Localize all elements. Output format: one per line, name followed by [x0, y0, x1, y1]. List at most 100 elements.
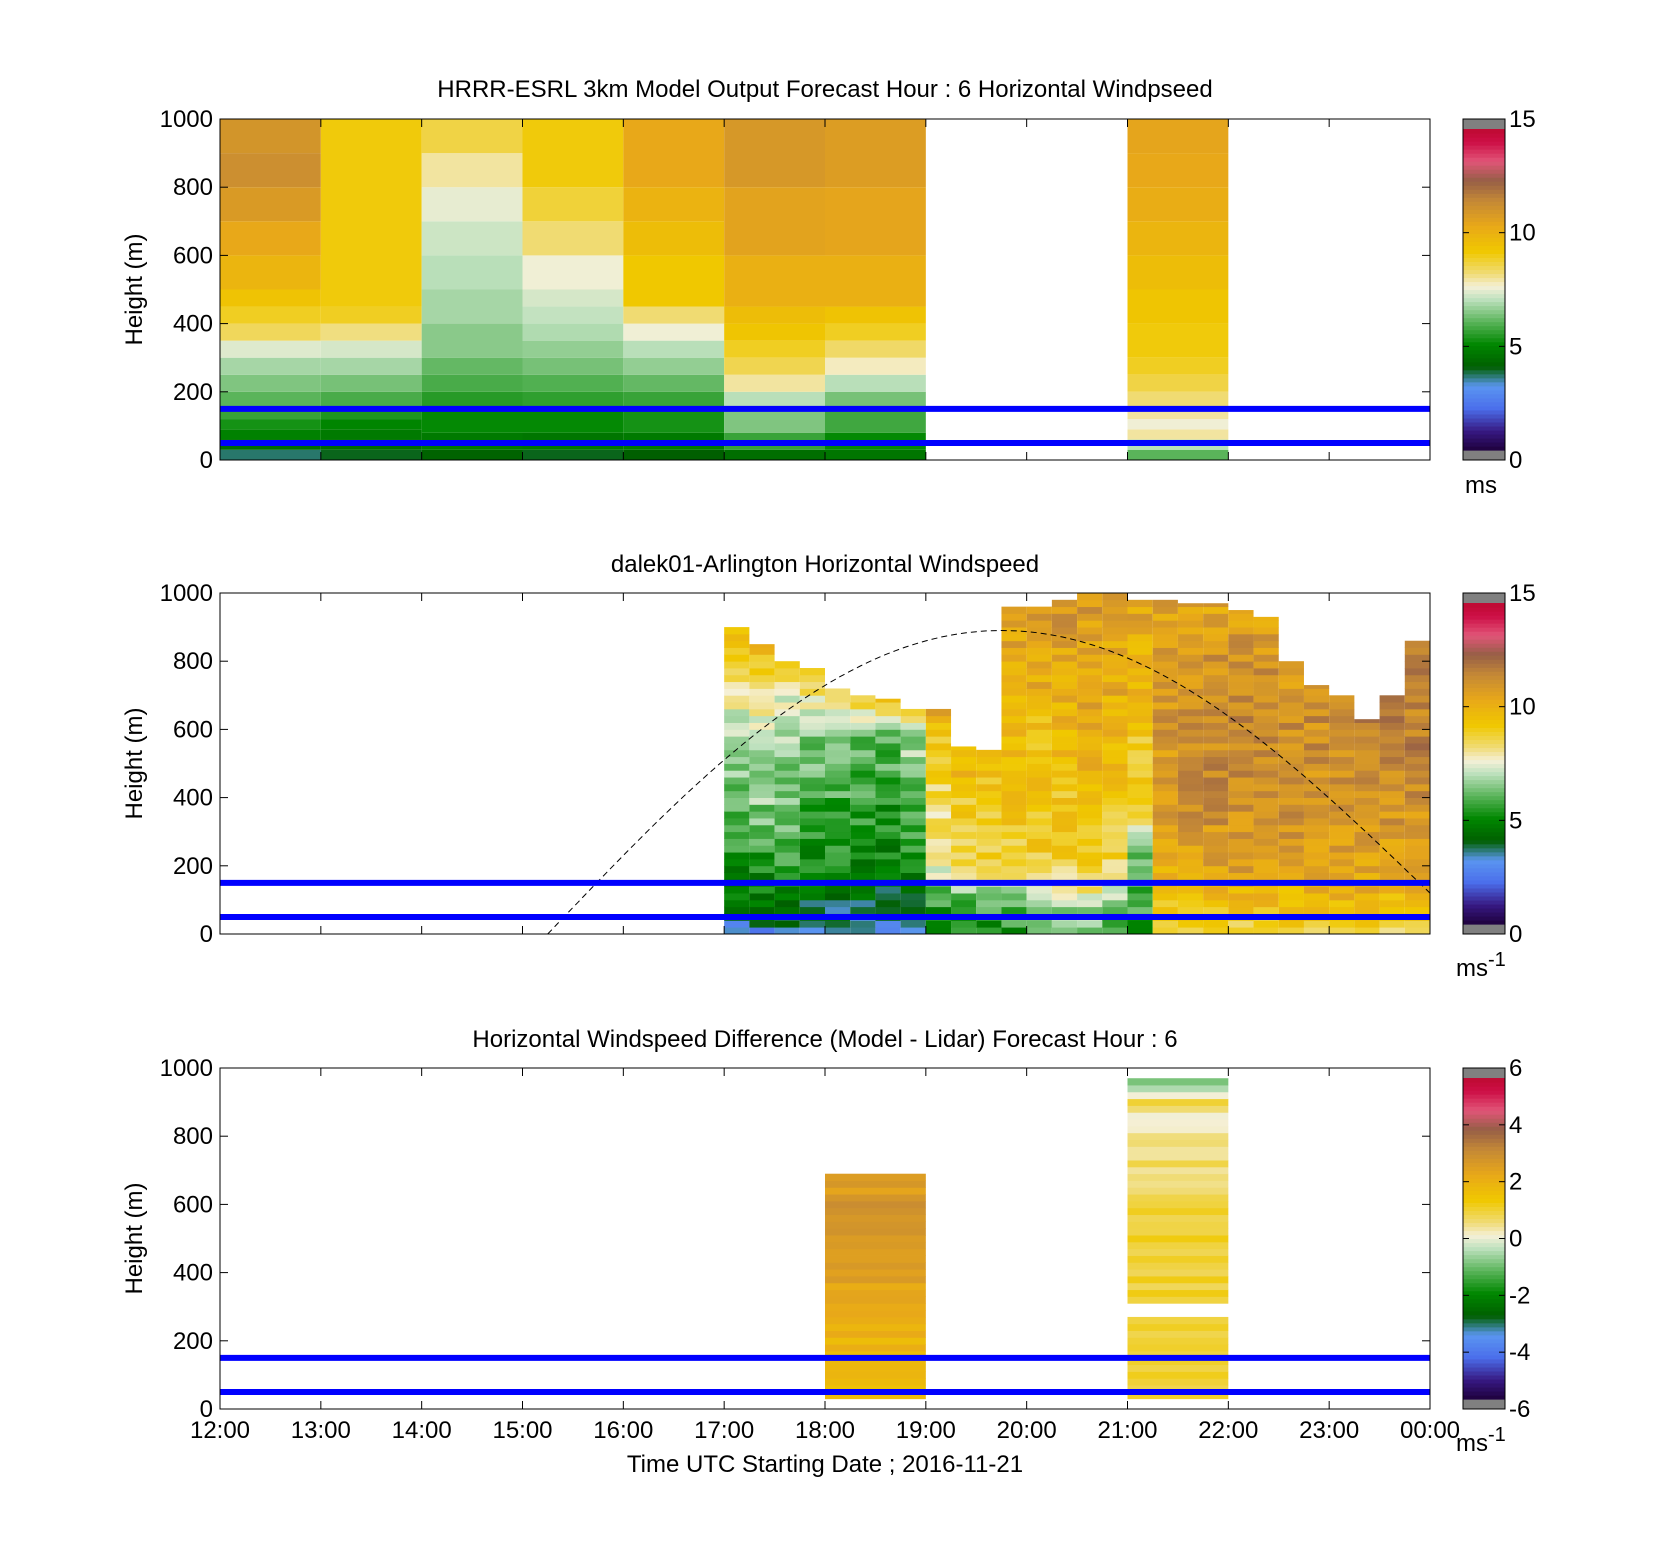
colorbar-segment	[1463, 679, 1505, 684]
heatmap-cell	[1102, 790, 1128, 798]
heatmap-cell	[951, 899, 977, 908]
heatmap-cell	[1152, 783, 1178, 792]
heatmap-cell	[774, 674, 800, 683]
colorbar-segment	[1463, 1102, 1505, 1107]
heatmap-cell	[925, 797, 952, 805]
colorbar-segment	[1463, 397, 1505, 403]
heatmap-cell	[724, 391, 825, 409]
heatmap-cell	[1354, 763, 1380, 771]
heatmap-cell	[875, 708, 901, 717]
colorbar-segment	[1463, 137, 1505, 142]
colorbar-segment	[1463, 217, 1505, 222]
heatmap-cell	[1127, 661, 1153, 669]
heatmap-cell	[925, 927, 952, 934]
heatmap-cell	[1203, 674, 1229, 683]
heatmap-cell	[1051, 620, 1078, 628]
heatmap-cell	[774, 804, 800, 812]
heatmap-cell	[1404, 654, 1430, 662]
colorbar-segment	[1463, 1270, 1505, 1276]
x-tick-label: 18:00	[795, 1417, 855, 1444]
heatmap-cell	[1026, 797, 1052, 805]
heatmap-cell	[1177, 603, 1204, 608]
heatmap-cell	[1026, 756, 1052, 764]
colorbar-segment	[1463, 177, 1505, 182]
heatmap-cell	[1203, 770, 1229, 778]
heatmap-cell	[774, 824, 800, 833]
colorbar-segment	[1463, 859, 1505, 865]
heatmap-cell	[1203, 681, 1229, 689]
heatmap-cell	[825, 1235, 926, 1243]
heatmap-cell	[774, 872, 800, 880]
heatmap-cell	[1354, 743, 1380, 751]
heatmap-cell	[825, 449, 926, 460]
heatmap-cell	[850, 886, 876, 894]
heatmap-cell	[220, 255, 321, 290]
colorbar-segment	[1463, 1350, 1505, 1356]
heatmap-cell	[1127, 845, 1153, 853]
heatmap-cell	[1077, 783, 1103, 792]
heatmap-cell	[875, 702, 901, 710]
heatmap-cell	[1026, 654, 1052, 662]
heatmap-cell	[1026, 606, 1052, 614]
heatmap-cell	[1228, 920, 1254, 928]
heatmap-cell	[1278, 831, 1304, 839]
heatmap-cell	[850, 927, 876, 934]
heatmap-cell	[799, 845, 825, 853]
heatmap-cell	[1278, 906, 1304, 914]
heatmap-cell	[1152, 797, 1178, 805]
heatmap-cell	[749, 811, 775, 819]
heatmap-cell	[1077, 708, 1103, 717]
heatmap-cell	[522, 391, 624, 409]
heatmap-cell	[1127, 620, 1153, 628]
heatmap-cell	[1152, 756, 1178, 764]
colorbar-segment	[1463, 891, 1505, 897]
heatmap-cell	[1026, 893, 1052, 901]
colorbar-segment	[1463, 915, 1505, 921]
heatmap-cell	[1001, 743, 1027, 751]
colorbar-segment	[1463, 1110, 1505, 1115]
colorbar-segment	[1463, 655, 1505, 660]
heatmap-cell	[1026, 674, 1052, 683]
colorbar-segment	[1463, 1106, 1505, 1111]
colorbar-segment	[1463, 141, 1505, 146]
heatmap-cell	[1228, 852, 1254, 860]
heatmap-cell	[900, 743, 926, 751]
heatmap-cell	[1127, 374, 1229, 392]
heatmap-cell	[1253, 729, 1279, 737]
heatmap-cell	[774, 777, 800, 785]
heatmap-cell	[799, 858, 825, 867]
colorbar-segment	[1463, 333, 1505, 339]
heatmap-cell	[1228, 620, 1254, 628]
heatmap-cell	[875, 736, 901, 744]
heatmap-cell	[522, 306, 624, 324]
heatmap-cell	[1127, 749, 1153, 758]
heatmap-cell	[825, 818, 851, 826]
heatmap-cell	[774, 858, 800, 867]
heatmap-cell	[1051, 613, 1078, 621]
heatmap-cell	[749, 893, 775, 901]
heatmap-cell	[1404, 756, 1430, 764]
heatmap-cell	[1278, 811, 1304, 819]
heatmap-cell	[1102, 831, 1128, 839]
heatmap-cell	[799, 674, 825, 683]
heatmap-cell	[1404, 681, 1430, 689]
heatmap-cell	[850, 702, 876, 710]
heatmap-cell	[875, 927, 901, 934]
colorbar-segment	[1463, 353, 1505, 359]
heatmap-cell	[1026, 647, 1052, 655]
heatmap-cell	[1203, 852, 1229, 860]
heatmap-cell	[1404, 668, 1430, 676]
heatmap-cell	[1228, 654, 1254, 662]
heatmap-cell	[850, 783, 876, 792]
heatmap-cell	[1001, 606, 1027, 614]
colorbar-segment	[1463, 1138, 1505, 1143]
heatmap-cell	[1001, 927, 1027, 934]
heatmap-cell	[799, 818, 825, 826]
heatmap-cell	[749, 681, 775, 689]
heatmap-cell	[900, 845, 926, 853]
heatmap-cell	[1203, 736, 1229, 744]
heatmap-cell	[1404, 831, 1430, 839]
heatmap-cell	[1026, 831, 1052, 839]
heatmap-cell	[1001, 797, 1027, 805]
heatmap-cell	[1127, 1357, 1229, 1366]
